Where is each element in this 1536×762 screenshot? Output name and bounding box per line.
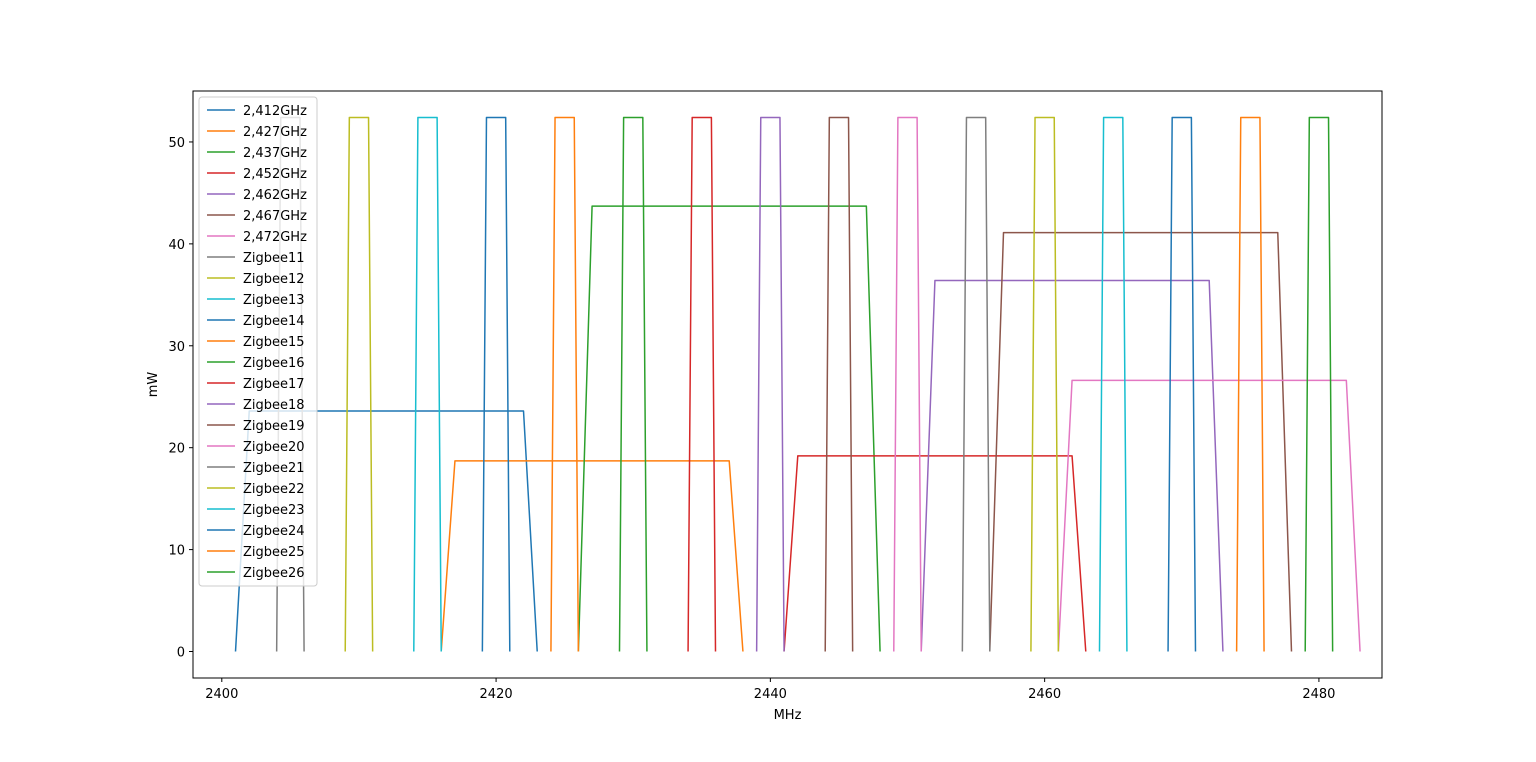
series-line-zigbee24 (1167, 116, 1197, 652)
series-line-2-467ghz (989, 231, 1293, 652)
legend-label: Zigbee12 (243, 272, 305, 287)
series-line-zigbee19 (824, 116, 854, 652)
legend-label: Zigbee16 (243, 356, 305, 371)
series-line-2-462ghz (920, 279, 1224, 652)
legend-label: Zigbee18 (243, 398, 305, 413)
series-line-zigbee16 (618, 116, 648, 652)
y-tick-label: 40 (168, 238, 185, 253)
legend-label: Zigbee17 (243, 377, 305, 392)
x-tick-label: 2460 (1028, 687, 1061, 702)
x-axis-label: MHz (774, 708, 802, 723)
series-line-zigbee18 (755, 116, 785, 652)
y-tick-label: 0 (177, 646, 185, 661)
y-tick-label: 20 (168, 442, 185, 457)
series-line-2-427ghz (440, 460, 744, 652)
legend-label: Zigbee13 (243, 293, 305, 308)
legend: 2,412GHz 2,427GHz 2,437GHz 2,452GHz 2,462GHz… (198, 96, 318, 587)
series-line-zigbee20 (893, 116, 922, 652)
legend-label: Zigbee23 (243, 503, 305, 518)
legend-label: 2,467GHz (243, 209, 307, 224)
x-tick-label: 2480 (1302, 687, 1335, 702)
x-tick-label: 2420 (480, 687, 513, 702)
legend-label: 2,437GHz (243, 146, 307, 161)
legend-label: 2,427GHz (243, 125, 307, 140)
x-tick-label: 2440 (754, 687, 787, 702)
legend-label: 2,452GHz (243, 167, 307, 182)
series-line-zigbee26 (1304, 116, 1334, 652)
series-line-2-437ghz (577, 205, 881, 652)
y-tick-label: 30 (168, 340, 185, 355)
legend-label: Zigbee21 (243, 461, 305, 476)
x-tick-label: 2400 (205, 687, 238, 702)
legend-label: Zigbee20 (243, 440, 305, 455)
legend-label: Zigbee26 (243, 566, 305, 581)
legend-label: Zigbee25 (243, 545, 305, 560)
series-line-zigbee23 (1098, 116, 1128, 652)
y-tick-label: 10 (168, 544, 185, 559)
legend-box (198, 96, 318, 587)
series-line-zigbee12 (344, 116, 374, 652)
series-line-zigbee15 (550, 116, 580, 652)
legend-label: Zigbee15 (243, 335, 305, 350)
legend-label: Zigbee14 (243, 314, 305, 329)
legend-label: 2,412GHz (243, 104, 307, 119)
series-line-zigbee22 (1030, 116, 1060, 652)
legend-label: 2,472GHz (243, 230, 307, 245)
axes-layer: 2400 2420 2440 2460 2480 0 10 20 30 40 50 (168, 136, 1335, 702)
series-line-zigbee13 (413, 116, 442, 652)
series-line-2-452ghz (783, 455, 1087, 652)
series-line-zigbee14 (481, 116, 511, 652)
series-line-zigbee21 (961, 116, 991, 652)
series-line-zigbee17 (687, 116, 717, 652)
y-axis-label: mW (146, 372, 161, 398)
plot-frame (192, 90, 1383, 679)
series-line-zigbee25 (1235, 116, 1265, 652)
legend-label: Zigbee19 (243, 419, 305, 434)
y-tick-label: 50 (168, 136, 185, 151)
series-layer (234, 116, 1361, 652)
legend-label: Zigbee22 (243, 482, 305, 497)
legend-label: Zigbee24 (243, 524, 305, 539)
series-line-2-472ghz (1057, 379, 1361, 652)
legend-label: 2,462GHz (243, 188, 307, 203)
legend-label: Zigbee11 (243, 251, 305, 266)
